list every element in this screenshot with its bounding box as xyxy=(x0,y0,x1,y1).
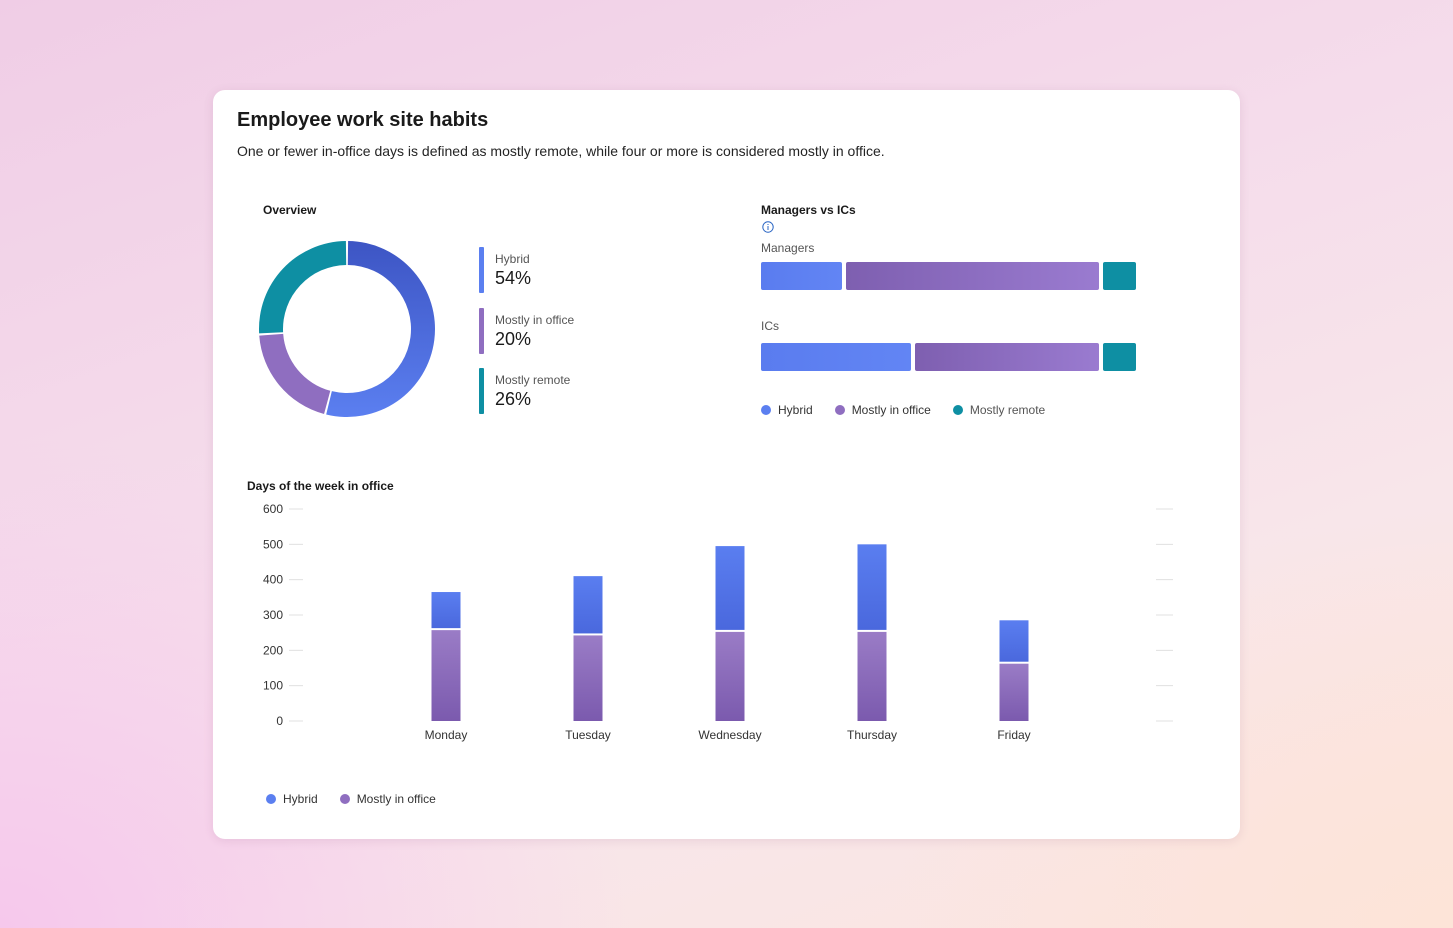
ics-group-label: ICs xyxy=(761,319,779,333)
donut-slice-hybrid[interactable] xyxy=(326,241,435,417)
legend-dot xyxy=(339,794,350,804)
card-title: Employee work site habits xyxy=(237,109,489,131)
legend-label: Mostly in office xyxy=(356,792,436,806)
bar-mostly-in-office-tuesday[interactable] xyxy=(573,635,603,721)
bar-segment-mostly-remote[interactable] xyxy=(1102,262,1136,290)
y-tick-label: 400 xyxy=(263,573,283,587)
bar-hybrid-wednesday[interactable] xyxy=(715,546,745,630)
legend-item-hybrid[interactable]: Hybrid xyxy=(266,792,318,806)
legend-item-mostly-in-office[interactable]: Mostly in office xyxy=(339,792,436,806)
bar-mostly-in-office-monday[interactable] xyxy=(431,630,461,721)
x-tick-label: Monday xyxy=(425,728,468,742)
overview-label: Overview xyxy=(263,203,317,217)
y-tick-label: 100 xyxy=(263,679,283,693)
x-tick-label: Thursday xyxy=(847,728,897,742)
legend-value: 26% xyxy=(495,389,532,409)
bar-hybrid-tuesday[interactable] xyxy=(573,576,603,634)
y-tick-label: 500 xyxy=(263,537,283,551)
bar-segment-hybrid[interactable] xyxy=(761,343,912,371)
donut-slice-mostly-remote[interactable] xyxy=(259,241,347,334)
days-chart-legend: Hybrid Mostly in office xyxy=(266,792,458,806)
legend-color-bar xyxy=(479,247,484,293)
days-of-week-bar-chart: 0 100 200 300 400 500 600 Monday Tuesday Wednesda… xyxy=(263,502,1173,742)
legend-label: Mostly in office xyxy=(495,313,575,327)
managers-group-label: Managers xyxy=(761,241,815,255)
bar-mostly-in-office-friday[interactable] xyxy=(999,663,1029,721)
legend-value: 54% xyxy=(495,268,532,288)
legend-label: Hybrid xyxy=(283,792,318,806)
x-tick-label: Friday xyxy=(997,728,1030,742)
legend-item-mostly-in-office[interactable]: Mostly in office xyxy=(834,403,931,417)
legend-color-bar xyxy=(479,368,484,414)
legend-label: Hybrid xyxy=(495,252,530,266)
work-site-habits-card: Employee work site habits One or fewer i… xyxy=(213,90,1240,839)
x-tick-label: Tuesday xyxy=(565,728,611,742)
legend-dot xyxy=(761,405,771,415)
legend-label: Mostly in office xyxy=(851,403,931,417)
bar-hybrid-monday[interactable] xyxy=(431,592,461,629)
legend-label: Mostly remote xyxy=(969,403,1046,417)
bar-hybrid-friday[interactable] xyxy=(999,620,1029,662)
legend-label: Hybrid xyxy=(778,403,813,417)
legend-dot xyxy=(952,405,963,415)
managers-vs-ics-legend: Hybrid Mostly in office Mostly remote xyxy=(761,403,1067,417)
legend-color-bar xyxy=(479,308,484,354)
legend-value: 20% xyxy=(495,329,532,349)
managers-vs-ics-label: Managers vs ICs xyxy=(761,203,856,217)
legend-label: Mostly remote xyxy=(495,373,571,387)
overview-donut-chart xyxy=(259,241,435,417)
y-tick-label: 600 xyxy=(263,502,283,516)
legend-item-mostly-remote[interactable]: Mostly remote xyxy=(952,403,1046,417)
bar-segment-mostly-in-office[interactable] xyxy=(915,343,1099,371)
bar-segment-hybrid[interactable] xyxy=(761,262,842,290)
bar-segment-mostly-in-office[interactable] xyxy=(845,262,1099,290)
days-chart-label: Days of the week in office xyxy=(247,479,394,493)
legend-dot xyxy=(266,794,276,804)
donut-slice-mostly-in-office[interactable] xyxy=(259,333,331,414)
legend-dot xyxy=(834,405,845,415)
bar-hybrid-thursday[interactable] xyxy=(857,544,887,630)
y-tick-label: 0 xyxy=(276,714,283,728)
info-icon[interactable] xyxy=(762,221,774,233)
y-tick-label: 200 xyxy=(263,643,283,657)
legend-item-hybrid[interactable]: Hybrid xyxy=(761,403,813,417)
bar-mostly-in-office-thursday[interactable] xyxy=(857,631,887,721)
bar-mostly-in-office-wednesday[interactable] xyxy=(715,631,745,721)
y-tick-label: 300 xyxy=(263,608,283,622)
card-subtitle: One or fewer in-office days is defined a… xyxy=(237,143,885,159)
bar-segment-mostly-remote[interactable] xyxy=(1102,343,1136,371)
x-tick-label: Wednesday xyxy=(698,728,761,742)
